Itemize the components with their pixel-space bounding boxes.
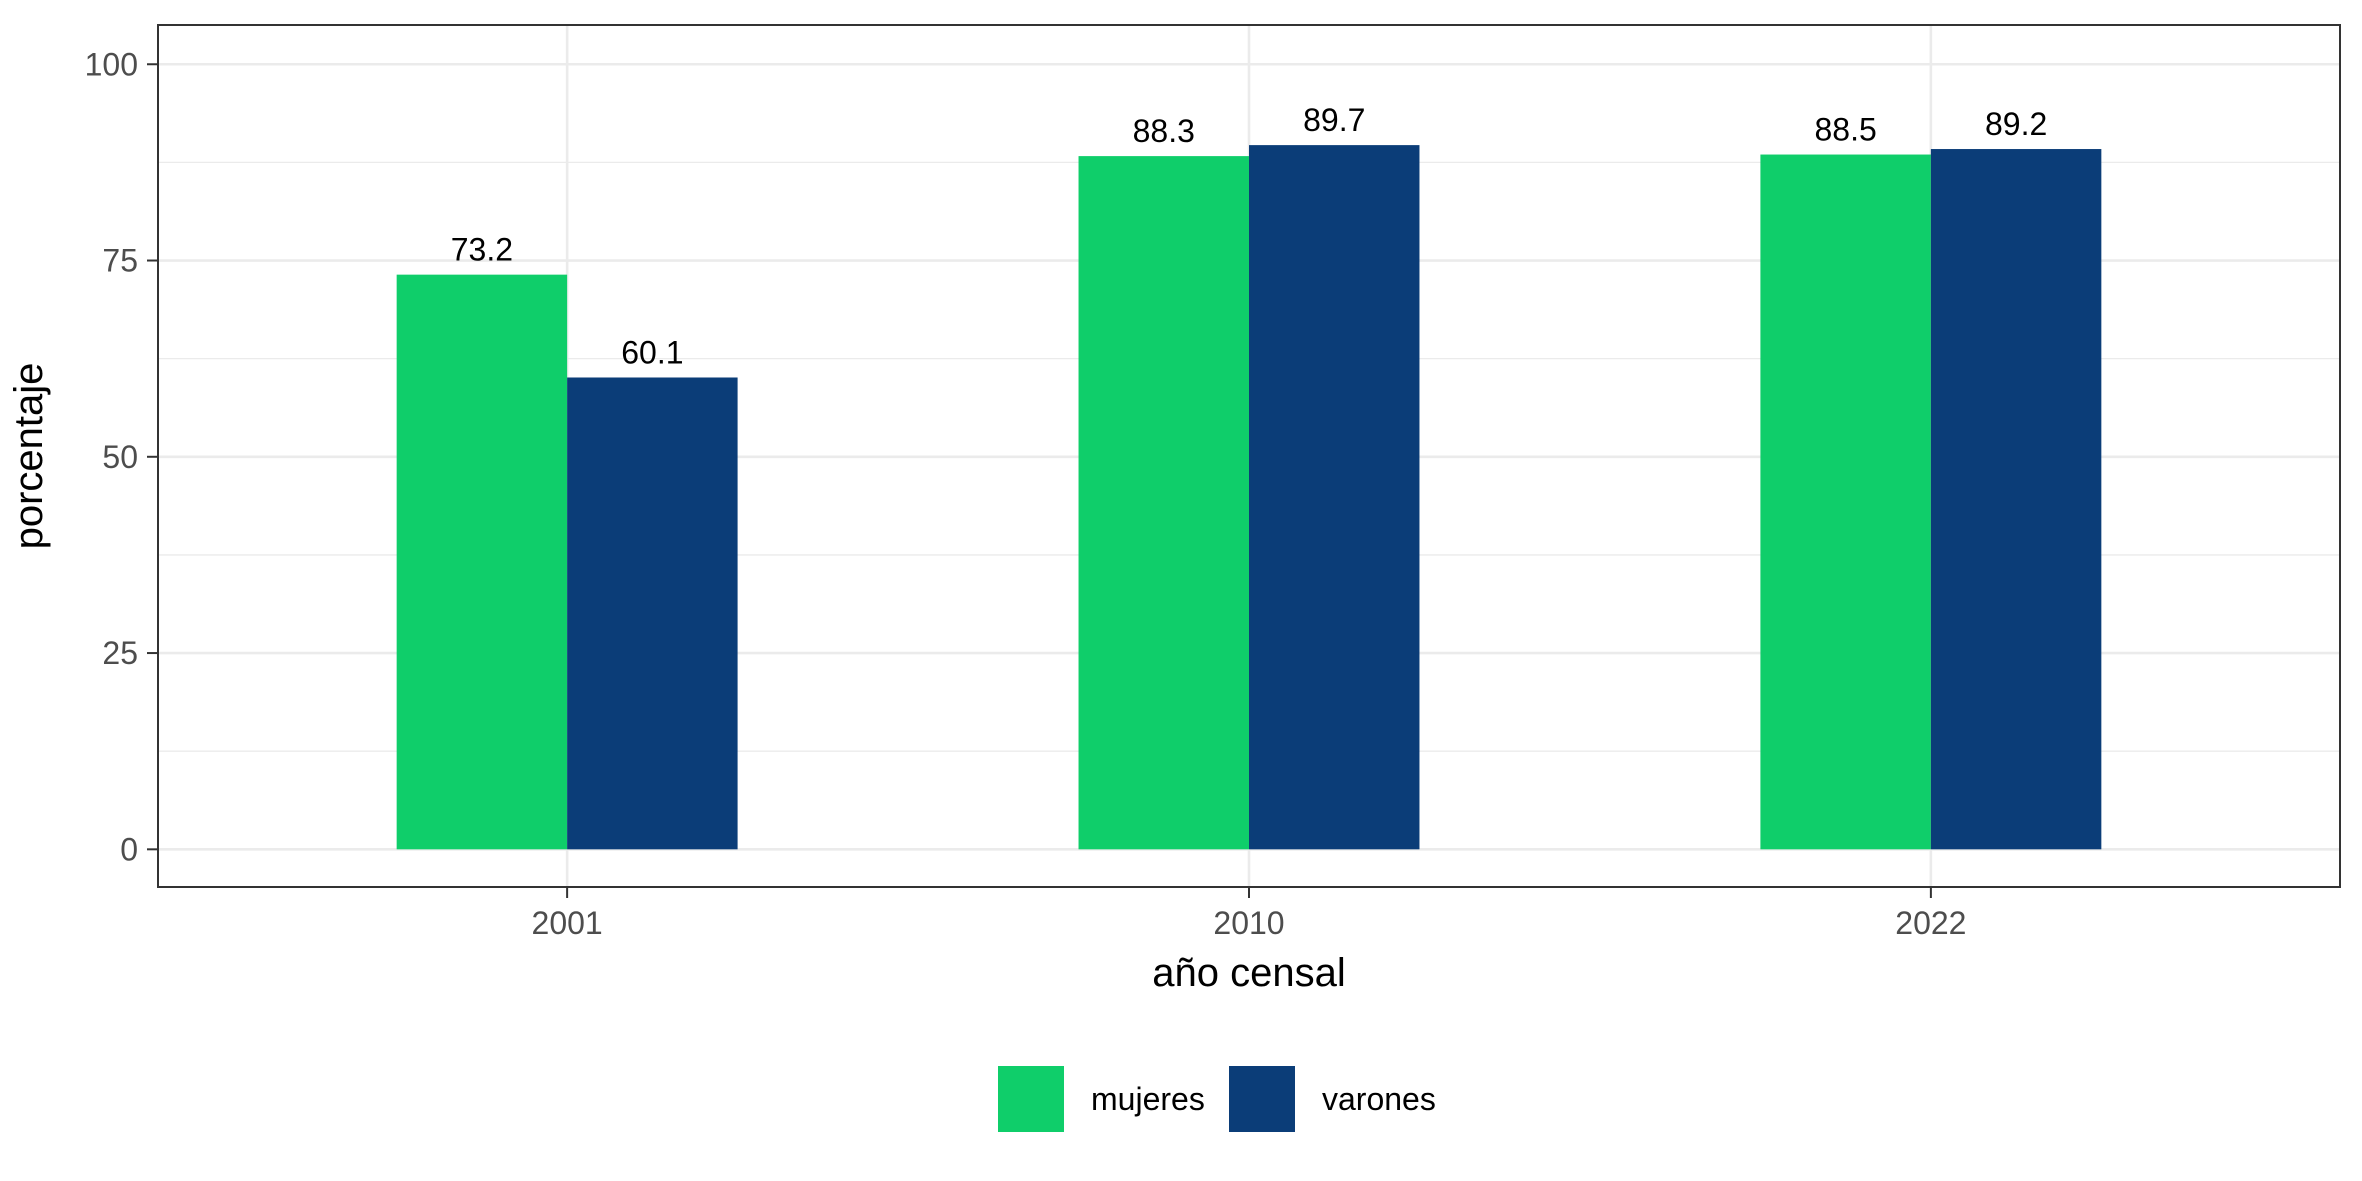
y-tick-label: 50 bbox=[102, 439, 138, 475]
x-tick-label: 2022 bbox=[1895, 905, 1966, 941]
y-tick-label: 75 bbox=[102, 243, 138, 279]
data-label: 89.7 bbox=[1303, 102, 1365, 138]
bar-mujeres-2022 bbox=[1760, 154, 1931, 850]
x-axis-title: año censal bbox=[1152, 951, 1345, 995]
bar-varones-2001 bbox=[567, 377, 738, 850]
x-tick-label: 2001 bbox=[532, 905, 603, 941]
data-label: 88.3 bbox=[1133, 113, 1195, 149]
bar-varones-2010 bbox=[1249, 145, 1420, 850]
data-label: 89.2 bbox=[1985, 106, 2047, 142]
legend-swatch-mujeres bbox=[998, 1066, 1064, 1132]
legend-swatch-varones bbox=[1229, 1066, 1295, 1132]
legend-label-varones: varones bbox=[1322, 1081, 1436, 1117]
bar-mujeres-2001 bbox=[396, 274, 568, 850]
y-axis-title: porcentaje bbox=[7, 363, 51, 550]
bar-varones-2022 bbox=[1930, 149, 2102, 850]
legend-label-mujeres: mujeres bbox=[1091, 1081, 1205, 1117]
bar-mujeres-2010 bbox=[1078, 156, 1249, 850]
y-axis: 0 25 50 75 100 bbox=[85, 46, 158, 867]
y-tick-label: 25 bbox=[102, 635, 138, 671]
data-label: 60.1 bbox=[621, 334, 683, 370]
data-label: 73.2 bbox=[451, 232, 513, 268]
x-axis: 2001 2010 2022 bbox=[532, 887, 1966, 941]
y-tick-label: 100 bbox=[85, 46, 138, 82]
y-tick-label: 0 bbox=[120, 831, 138, 867]
x-tick-label: 2010 bbox=[1213, 905, 1284, 941]
data-label: 88.5 bbox=[1815, 112, 1877, 148]
bars bbox=[396, 145, 2102, 850]
legend: mujeres varones bbox=[998, 1066, 1436, 1132]
data-labels: 73.2 88.3 88.5 60.1 89.7 89.2 bbox=[451, 102, 2048, 370]
